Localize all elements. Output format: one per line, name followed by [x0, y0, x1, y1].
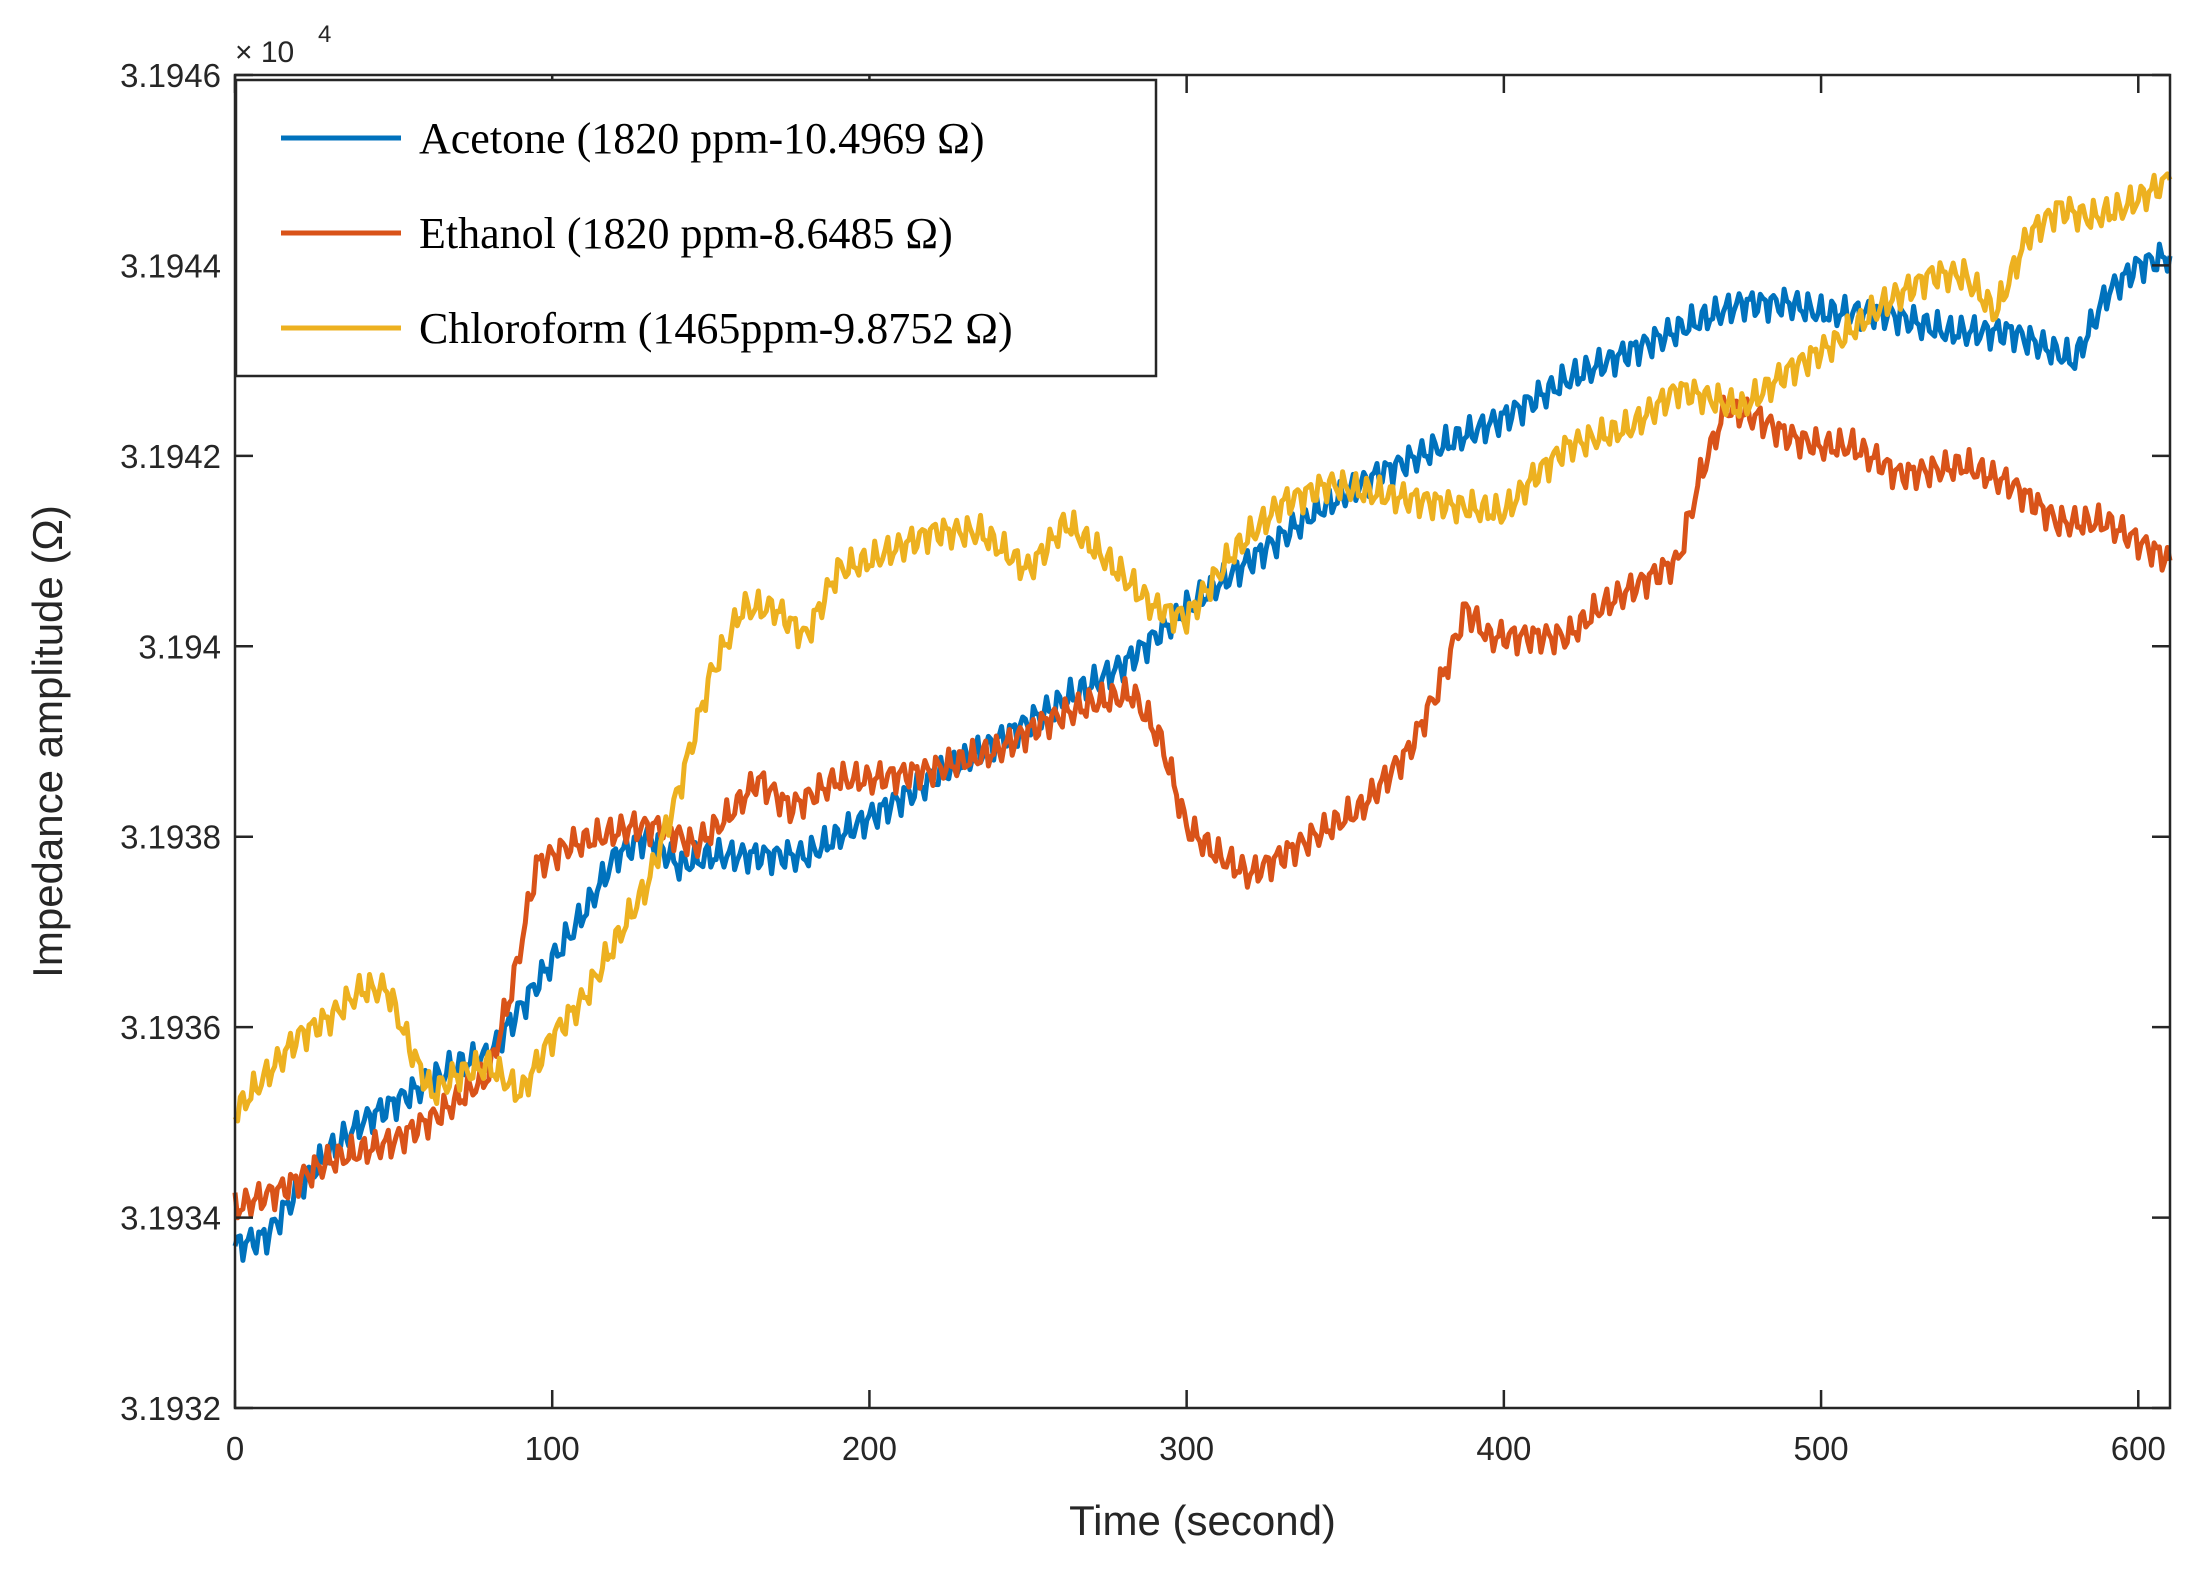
multiplier-exponent: 4 [318, 21, 331, 48]
y-tick-label: 3.1946 [120, 57, 221, 94]
x-tick-label: 300 [1159, 1430, 1214, 1467]
legend-label-2: Ethanol (1820 ppm-8.6485 Ω) [419, 209, 953, 258]
x-tick-label: 200 [842, 1430, 897, 1467]
x-tick-label: 100 [525, 1430, 580, 1467]
axis-multiplier: × 10 4 [235, 21, 331, 69]
series-layer [232, 171, 2173, 1263]
legend-label-3: Chloroform (1465ppm-9.8752 Ω) [419, 304, 1013, 353]
legend-label-1: Acetone (1820 ppm-10.4969 Ω) [419, 114, 984, 163]
series-line-2 [232, 394, 2173, 1221]
x-tick-label: 0 [226, 1430, 244, 1467]
x-axis-label: Time (second) [1069, 1497, 1336, 1544]
y-tick-label: 3.1938 [120, 819, 221, 856]
legend: Acetone (1820 ppm-10.4969 Ω) Ethanol (182… [234, 78, 1158, 378]
axes-box [233, 73, 2172, 1410]
y-tick-label: 3.1944 [120, 247, 221, 284]
y-tick-label: 3.1934 [120, 1200, 221, 1237]
y-tick-label: 3.1936 [120, 1009, 221, 1046]
y-tick-label: 3.1942 [120, 438, 221, 475]
multiplier-base: × 10 [235, 36, 294, 69]
x-tick-label: 600 [2111, 1430, 2166, 1467]
ticks-layer: 0 100 200 300 400 500 600 3.1932 3.1934 3.1936 3.1… [120, 57, 2170, 1467]
y-tick-label: 3.194 [138, 628, 221, 665]
x-tick-label: 400 [1476, 1430, 1531, 1467]
y-axis-label: Impedance amplitude (Ω) [24, 505, 71, 978]
y-tick-label: 3.1932 [120, 1390, 221, 1427]
series-line-3 [232, 171, 2173, 1124]
x-tick-label: 500 [1794, 1430, 1849, 1467]
